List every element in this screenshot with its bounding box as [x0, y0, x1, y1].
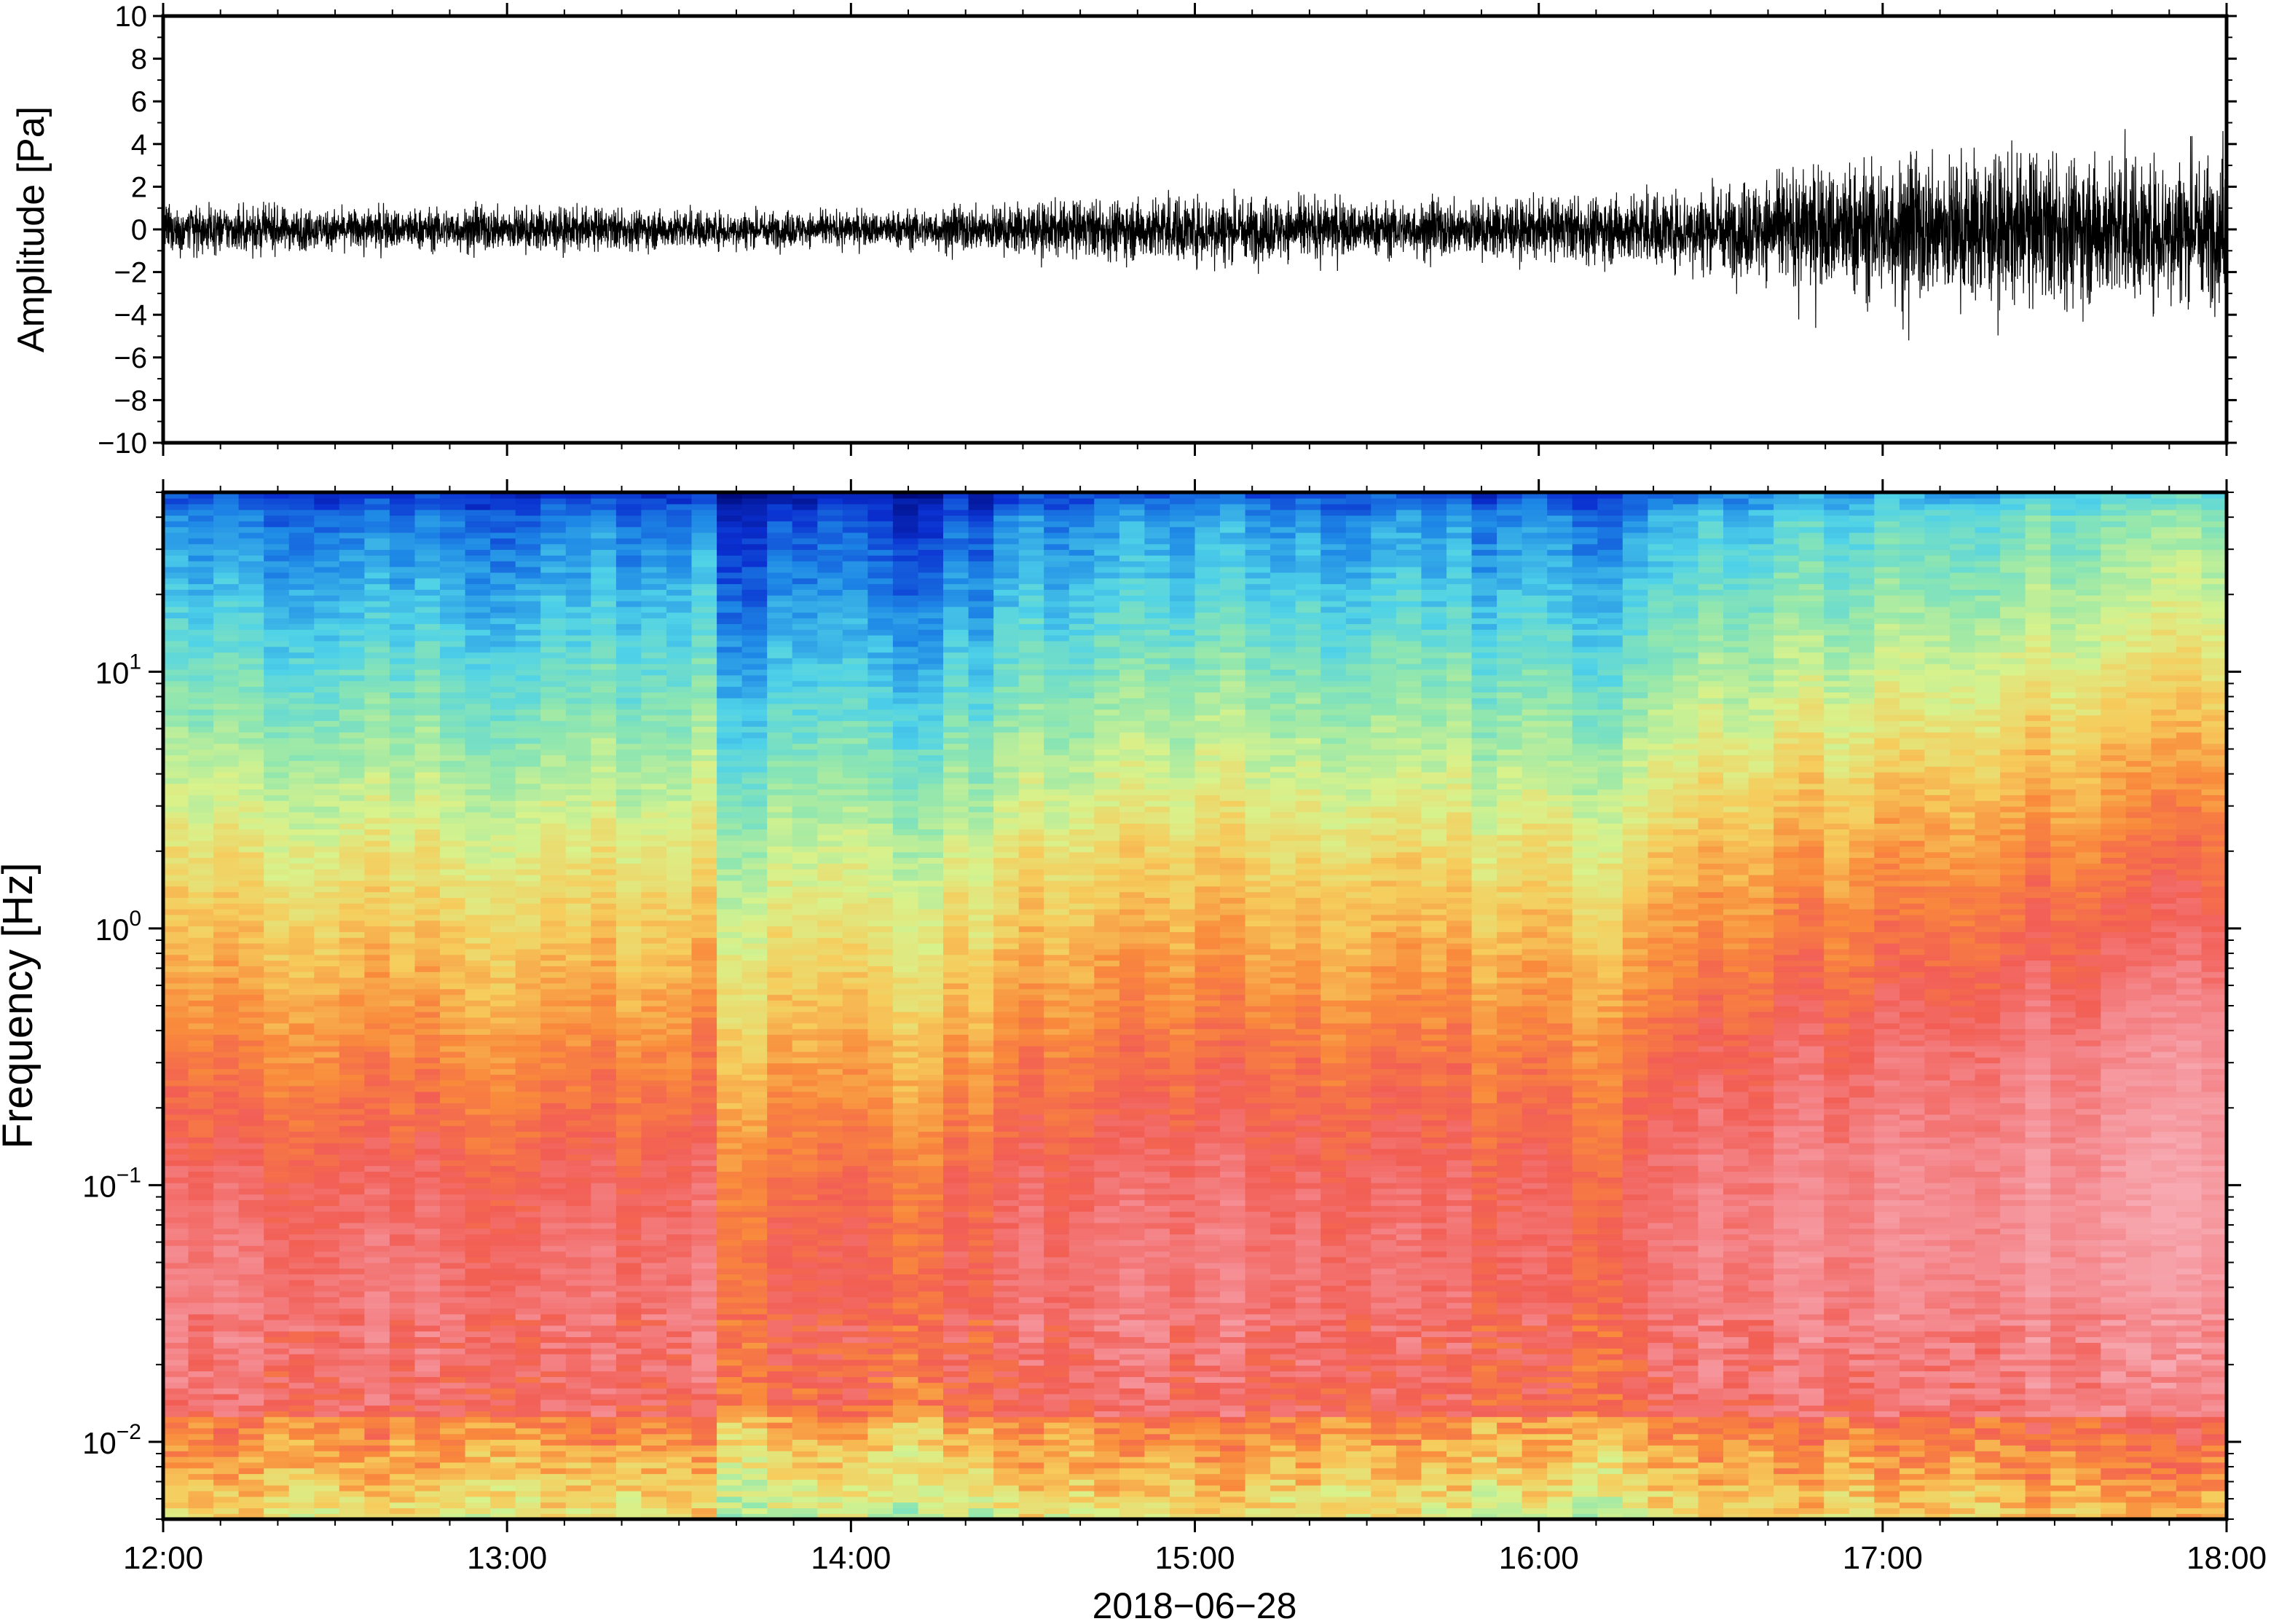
x-tick-label: 17:00: [1843, 1540, 1923, 1576]
x-tick-label: 16:00: [1499, 1540, 1579, 1576]
spectrogram-y-tick-label: 100: [95, 907, 141, 947]
spectrogram-panel: 10−2 10−1 100 101 12:00 13:00 14:00 15:00 16:00…: [0, 479, 2267, 1624]
waveform-y-axis-title: Amplitude [Pa]: [10, 106, 52, 352]
x-axis-title-date: 2018−06−28: [1093, 1585, 1297, 1624]
spectrogram-frame: [161, 490, 2229, 1521]
spectrogram-y-tick-label: 10−2: [82, 1420, 141, 1460]
spectrogram-y-tick-label: 10−1: [82, 1163, 141, 1203]
x-tick-label: 12:00: [123, 1540, 203, 1576]
waveform-panel: −10 −8 −6 −4 −2 0 2 4 6 8 10 Amplitude [Pa]: [10, 1, 2237, 460]
waveform-y-tick-label: −6: [114, 342, 147, 374]
waveform-y-tick-label: 6: [131, 86, 147, 118]
spectrogram-heatmap: [163, 492, 2227, 1519]
waveform-y-tick-label: −10: [98, 427, 147, 460]
waveform-y-tick-label: 8: [131, 44, 147, 76]
x-tick-label: 18:00: [2187, 1540, 2267, 1576]
waveform-y-tick-label: −2: [114, 257, 147, 289]
waveform-y-tick-label: 10: [115, 1, 148, 33]
x-tick-label: 15:00: [1154, 1540, 1235, 1576]
waveform-frame: [161, 14, 2229, 445]
spectrogram-y-axis-title: Frequency [Hz]: [0, 862, 42, 1148]
waveform-trace: [162, 129, 2227, 341]
waveform-y-tick-label: 4: [131, 129, 147, 161]
x-tick-label: 14:00: [811, 1540, 891, 1576]
waveform-y-tick-label: −4: [114, 299, 147, 331]
waveform-y-tick-label: 0: [131, 214, 147, 246]
waveform-y-ticks: −10 −8 −6 −4 −2 0 2 4 6 8 10: [98, 1, 2237, 460]
waveform-y-tick-label: 2: [131, 171, 147, 203]
spectrogram-y-tick-label: 101: [95, 650, 141, 690]
x-tick-label: 13:00: [467, 1540, 547, 1576]
spectrogram-y-ticks: 10−2 10−1 100 101: [82, 492, 2241, 1520]
waveform-y-tick-label: −8: [114, 385, 147, 417]
